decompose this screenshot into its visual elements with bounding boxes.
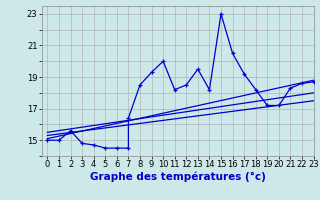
X-axis label: Graphe des températures (°c): Graphe des températures (°c) bbox=[90, 172, 266, 182]
